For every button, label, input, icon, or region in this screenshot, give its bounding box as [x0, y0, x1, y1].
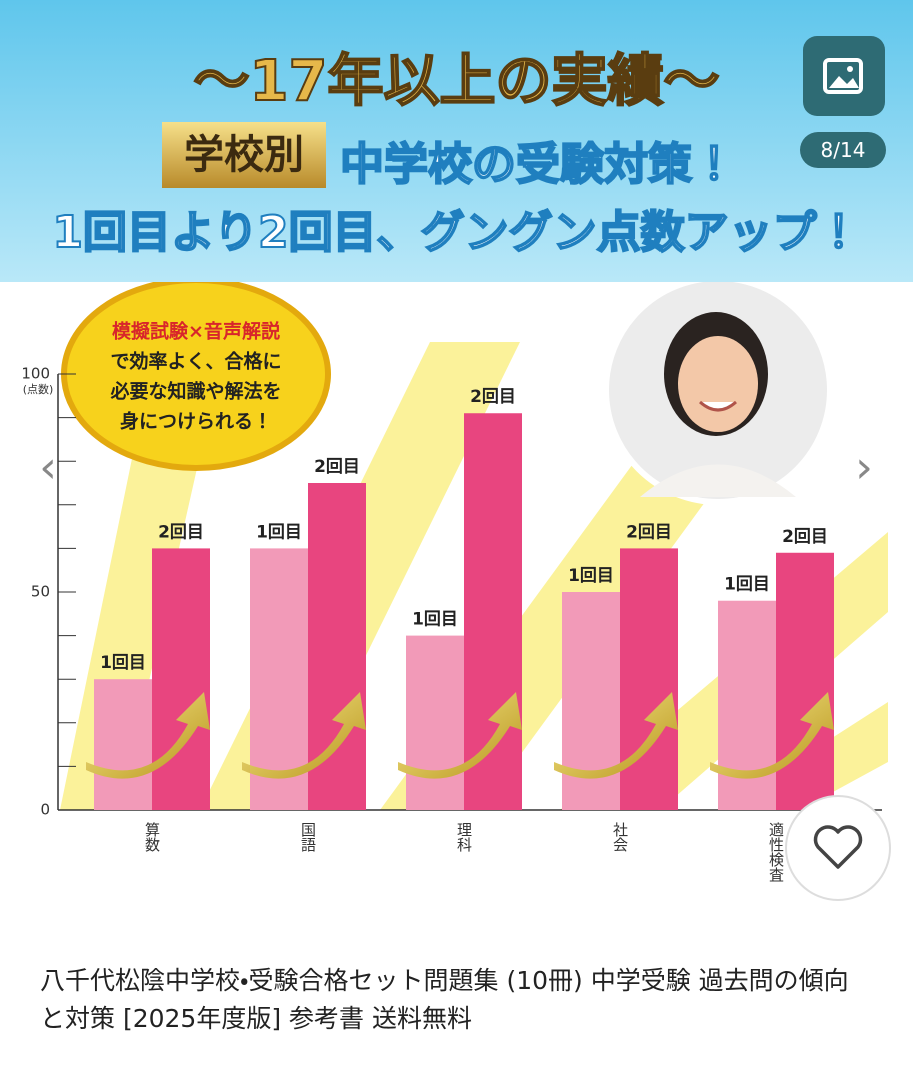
headline: 〜17年以上の実績〜 [193, 48, 721, 115]
photo-smile [699, 400, 737, 412]
y-tick-label: 100 [21, 365, 50, 383]
x-tick-label: 社会 [611, 822, 629, 852]
bar [94, 679, 152, 810]
callout: 模擬試験×音声解説 で効率よく、合格に 必要な知識や解法を 身につけられる！ [61, 282, 331, 471]
bar [464, 413, 522, 810]
image-counter: 8/14 [800, 132, 886, 168]
tagline: 1回目より2回目、グングン点数アップ！ [51, 206, 861, 259]
growth-arrow [710, 692, 834, 779]
heart-icon [813, 825, 863, 869]
bar [152, 548, 210, 810]
bar-label: 1回目 [568, 566, 614, 586]
y-axis-label: (点数) [23, 383, 54, 396]
icon-mountain [829, 76, 859, 88]
y-tick-label: 0 [40, 801, 50, 819]
bar [406, 635, 464, 810]
icon-frame [823, 58, 863, 94]
x-tick-label: 算数 [143, 821, 161, 852]
gallery-icon [823, 58, 863, 94]
next-arrow[interactable]: › [855, 442, 873, 493]
bar-label: 1回目 [724, 575, 770, 595]
callout-line: 身につけられる！ [120, 410, 272, 433]
growth-arrow [554, 692, 678, 779]
bar-label: 1回目 [256, 522, 302, 542]
callout-title: 模擬試験×音声解説 [112, 320, 280, 343]
callout-line: で効率よく、合格に [110, 350, 281, 373]
photo-shirt [640, 464, 796, 497]
growth-arrow [86, 692, 210, 779]
like-circle [785, 795, 891, 901]
y-tick-label: 50 [31, 583, 50, 601]
chart: 模擬試験×音声解説 で効率よく、合格に 必要な知識や解法を 身につけられる！ ‹… [21, 282, 891, 901]
like-button[interactable] [785, 795, 891, 901]
gallery-button[interactable] [803, 36, 885, 116]
bar-label: 1回目 [100, 653, 146, 673]
prev-arrow[interactable]: ‹ [39, 442, 57, 493]
callout-bubble [61, 282, 331, 471]
bar-label: 2回目 [626, 522, 672, 542]
bar [620, 548, 678, 810]
bar-label: 2回目 [782, 527, 828, 547]
badge: 学校別 [162, 122, 326, 188]
bar-label: 1回目 [412, 610, 458, 630]
icon-sun [847, 66, 853, 72]
bar-label: 2回目 [314, 457, 360, 477]
product-title: 八千代松陰中学校・受験合格セット問題集 (10冊) 中学受験 過去問の傾向と対策… [40, 966, 849, 1033]
photo-face [678, 336, 758, 432]
banner: 〜17年以上の実績〜 学校別 中学校の受験対策！ 1回目より2回目、グングン点数… [0, 0, 913, 282]
photo [603, 282, 833, 505]
x-tick-label: 国語 [299, 822, 317, 852]
subtitle: 中学校の受験対策！ [339, 138, 737, 191]
bar-label: 2回目 [470, 387, 516, 407]
bar-label: 2回目 [158, 522, 204, 542]
growth-arrow [242, 692, 366, 779]
x-tick-label: 適性検査 [767, 822, 785, 882]
bar [250, 548, 308, 810]
bar [776, 552, 834, 810]
x-tick-label: 理科 [455, 822, 473, 852]
growth-arrow [398, 692, 522, 779]
callout-line: 必要な知識や解法を [109, 380, 281, 403]
bar [308, 483, 366, 810]
